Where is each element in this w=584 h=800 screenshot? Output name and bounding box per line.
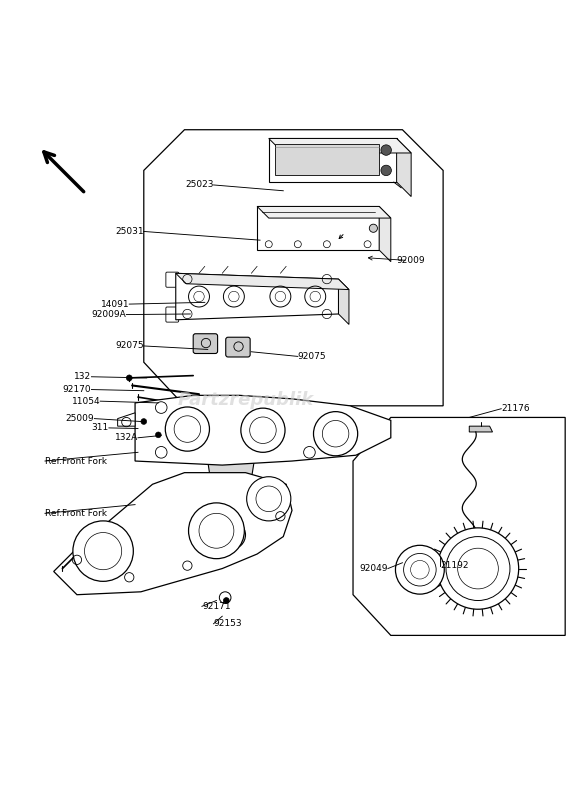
- Polygon shape: [269, 138, 397, 182]
- Polygon shape: [470, 426, 492, 432]
- Circle shape: [241, 408, 285, 452]
- Polygon shape: [208, 461, 254, 539]
- Circle shape: [314, 412, 357, 456]
- Circle shape: [155, 432, 161, 438]
- Circle shape: [437, 528, 519, 610]
- Polygon shape: [397, 138, 411, 197]
- Text: 25009: 25009: [66, 414, 95, 423]
- Polygon shape: [257, 206, 379, 250]
- Polygon shape: [269, 138, 411, 153]
- Text: 25023: 25023: [185, 181, 214, 190]
- Circle shape: [381, 145, 391, 155]
- Text: 25031: 25031: [115, 227, 144, 236]
- Circle shape: [189, 503, 244, 558]
- Circle shape: [126, 375, 132, 381]
- Text: 11054: 11054: [72, 397, 100, 406]
- Circle shape: [141, 418, 147, 425]
- Polygon shape: [274, 144, 379, 175]
- Polygon shape: [135, 395, 391, 465]
- Circle shape: [381, 165, 391, 176]
- Polygon shape: [339, 279, 349, 325]
- Text: 92075: 92075: [298, 352, 326, 361]
- Polygon shape: [379, 206, 391, 262]
- Text: 311: 311: [92, 423, 109, 432]
- Circle shape: [224, 598, 230, 603]
- Polygon shape: [257, 206, 391, 218]
- Text: 92170: 92170: [63, 385, 92, 394]
- FancyBboxPatch shape: [166, 272, 179, 287]
- Circle shape: [369, 224, 377, 232]
- Text: 132: 132: [74, 372, 92, 382]
- Text: 92171: 92171: [202, 602, 231, 611]
- Text: 92009A: 92009A: [92, 310, 126, 319]
- Polygon shape: [176, 274, 349, 290]
- Circle shape: [395, 546, 444, 594]
- Text: Ref.Front Fork: Ref.Front Fork: [45, 509, 107, 518]
- Circle shape: [165, 407, 210, 451]
- Text: Ref.Front Fork: Ref.Front Fork: [45, 457, 107, 466]
- Text: 92049: 92049: [359, 564, 388, 573]
- Polygon shape: [54, 473, 292, 594]
- Circle shape: [73, 521, 133, 582]
- Text: 14091: 14091: [100, 299, 129, 309]
- FancyBboxPatch shape: [226, 338, 250, 357]
- Text: 92153: 92153: [214, 619, 242, 628]
- Text: 21176: 21176: [501, 404, 530, 414]
- FancyBboxPatch shape: [166, 307, 179, 322]
- Polygon shape: [176, 274, 339, 320]
- Text: Partzrepublik: Partzrepublik: [178, 391, 314, 409]
- FancyBboxPatch shape: [193, 334, 218, 354]
- Text: 92009: 92009: [397, 256, 425, 265]
- Polygon shape: [117, 413, 135, 426]
- Circle shape: [246, 477, 291, 521]
- Circle shape: [217, 520, 245, 550]
- Text: 92075: 92075: [115, 342, 144, 350]
- Text: 132A: 132A: [114, 434, 138, 442]
- Text: 21192: 21192: [440, 561, 469, 570]
